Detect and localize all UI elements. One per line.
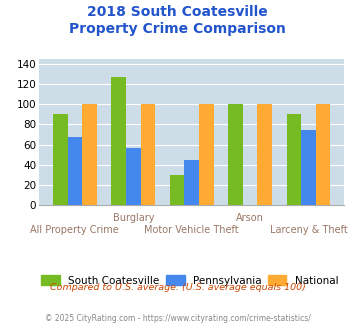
Text: Burglary: Burglary: [113, 213, 154, 223]
Bar: [82, 105, 97, 205]
Bar: [67, 137, 82, 205]
Bar: [286, 115, 301, 205]
Text: © 2025 CityRating.com - https://www.cityrating.com/crime-statistics/: © 2025 CityRating.com - https://www.city…: [45, 314, 310, 323]
Text: Motor Vehicle Theft: Motor Vehicle Theft: [144, 225, 239, 235]
Bar: [141, 105, 155, 205]
Bar: [53, 115, 67, 205]
Text: Arson: Arson: [236, 213, 264, 223]
Bar: [111, 78, 126, 205]
Bar: [316, 105, 331, 205]
Text: 2018 South Coatesville
Property Crime Comparison: 2018 South Coatesville Property Crime Co…: [69, 5, 286, 36]
Bar: [301, 130, 316, 205]
Bar: [126, 148, 141, 205]
Text: Larceny & Theft: Larceny & Theft: [270, 225, 348, 235]
Bar: [228, 105, 243, 205]
Text: Compared to U.S. average. (U.S. average equals 100): Compared to U.S. average. (U.S. average …: [50, 283, 305, 292]
Bar: [199, 105, 214, 205]
Bar: [184, 159, 199, 205]
Bar: [170, 175, 184, 205]
Text: All Property Crime: All Property Crime: [31, 225, 119, 235]
Legend: South Coatesville, Pennsylvania, National: South Coatesville, Pennsylvania, Nationa…: [41, 275, 338, 286]
Bar: [257, 105, 272, 205]
